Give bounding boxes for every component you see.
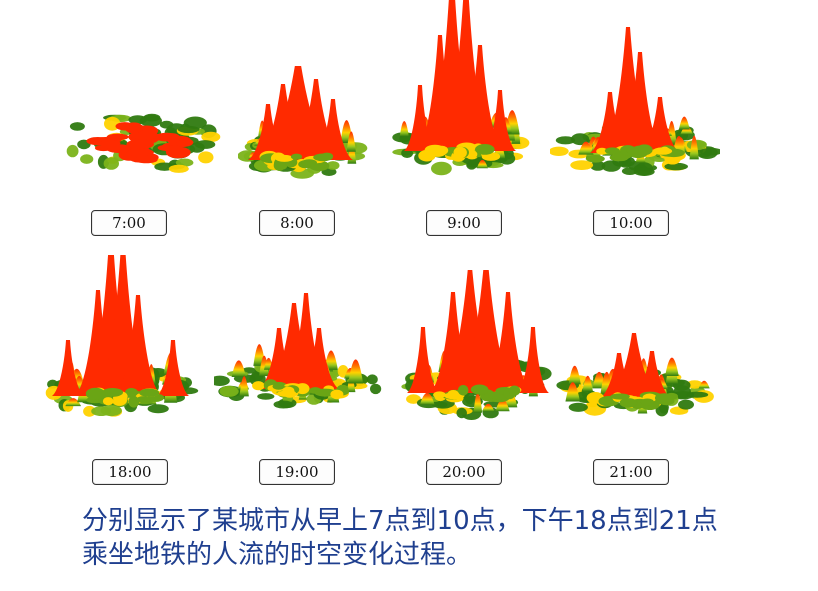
crowd-3d-surface-7 bbox=[66, 113, 221, 173]
time-label-21: 21:00 bbox=[593, 459, 669, 485]
crowd-3d-surface-8 bbox=[238, 66, 368, 179]
crowd-3d-surface-21 bbox=[556, 333, 714, 417]
crowd-3d-surface-9 bbox=[392, 0, 530, 176]
crowd-3d-surface-19 bbox=[214, 293, 382, 409]
crowd-3d-surface-18 bbox=[45, 255, 199, 417]
crowd-3d-surface-20 bbox=[401, 270, 552, 420]
panel-21 bbox=[554, 325, 719, 445]
time-label-7: 7:00 bbox=[91, 210, 167, 236]
caption: 分别显示了某城市从早上7点到10点，下午18点到21点 乘坐地铁的人流的时空变化… bbox=[82, 504, 802, 572]
panel-18 bbox=[43, 255, 203, 445]
panel-7 bbox=[55, 60, 225, 200]
panel-19 bbox=[214, 290, 384, 430]
panel-9 bbox=[390, 0, 530, 200]
panel-20 bbox=[398, 270, 558, 455]
caption-line-1: 分别显示了某城市从早上7点到10点，下午18点到21点 bbox=[82, 506, 718, 536]
time-label-9: 9:00 bbox=[426, 210, 502, 236]
time-label-18: 18:00 bbox=[92, 459, 168, 485]
time-label-8: 8:00 bbox=[259, 210, 335, 236]
caption-line-2: 乘坐地铁的人流的时空变化过程。 bbox=[82, 540, 473, 570]
time-label-20: 20:00 bbox=[426, 459, 502, 485]
time-label-10: 10:00 bbox=[593, 210, 669, 236]
time-label-19: 19:00 bbox=[259, 459, 335, 485]
panel-10 bbox=[550, 22, 720, 202]
crowd-3d-surface-10 bbox=[550, 27, 720, 176]
panel-8 bbox=[238, 66, 368, 201]
